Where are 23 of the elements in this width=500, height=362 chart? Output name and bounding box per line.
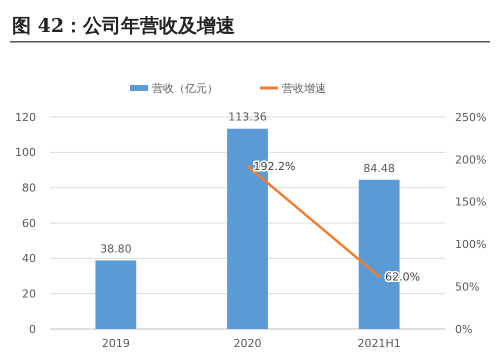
y-tick-label: 60 <box>22 216 36 230</box>
x-tick-label: 2019 <box>102 337 130 350</box>
chart-title: 图 42：公司年营收及增速 <box>12 15 236 37</box>
data-label: 84.48 <box>363 162 395 175</box>
y-tick-label: 40 <box>22 252 36 266</box>
y2-tick-label: 250% <box>455 110 486 124</box>
y2-tick-label: 200% <box>455 153 486 166</box>
y-tick-label: 100 <box>15 146 36 160</box>
y-tick-label: 20 <box>22 288 36 301</box>
y2-tick-label: 50% <box>455 280 480 294</box>
y2-tick-label: 150% <box>455 196 486 209</box>
y-tick-label: 120 <box>15 110 36 124</box>
y2-tick-label: 0% <box>455 322 472 336</box>
data-label: 38.80 <box>100 242 132 256</box>
x-tick-label: 2021H1 <box>358 337 401 350</box>
legend-label: 营收（亿元） <box>152 82 218 95</box>
y-tick-label: 0 <box>29 322 36 336</box>
y-tick-label: 80 <box>22 182 36 195</box>
y2-tick-label: 100% <box>455 238 486 252</box>
legend-label: 营收增速 <box>282 82 326 95</box>
x-tick-label: 2020 <box>234 337 262 350</box>
bar <box>95 260 136 329</box>
data-label: 113.36 <box>228 110 267 124</box>
